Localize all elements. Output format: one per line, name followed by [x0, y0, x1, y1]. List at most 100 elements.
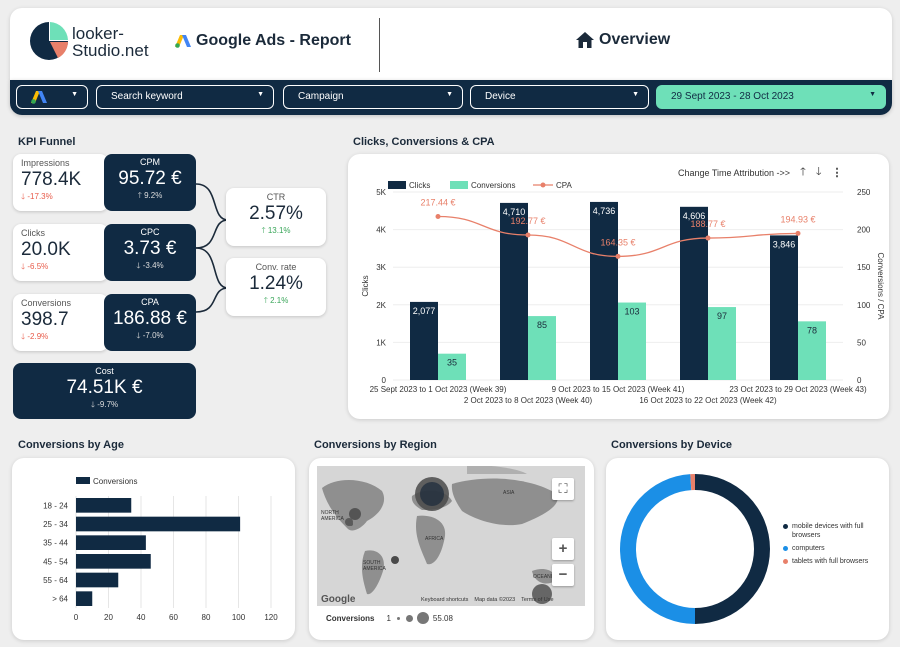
y-tick-age: 18 - 24 — [43, 501, 68, 510]
kpi-label: CPM — [140, 157, 160, 167]
map-label-africa: AFRICA — [425, 536, 444, 542]
y-tick-left: 5K — [376, 188, 386, 197]
bar-label-conversions: 97 — [717, 311, 727, 321]
map-legend-min: 1 — [386, 613, 391, 623]
kpi-delta: 🡓 -3.4% — [136, 261, 164, 270]
account-filter[interactable]: ▼ — [16, 85, 88, 109]
y-axis-title-left: Clicks — [361, 275, 370, 296]
google-ads-icon — [175, 35, 191, 48]
bar-label-conversions: 103 — [624, 307, 639, 317]
kpi-label: CPC — [140, 227, 160, 237]
bar-conversions — [798, 321, 826, 380]
legend-dot-small — [396, 616, 400, 620]
cpa-label: 164.35 € — [600, 237, 635, 247]
age-chart-card: Conversions 0 20 40 60 80 100 120 18 - 24 25 - 34… — [12, 458, 295, 640]
legend-label: computers — [792, 545, 825, 552]
zoom-in-button[interactable]: + — [552, 538, 574, 560]
date-range-picker[interactable]: 29 Sept 2023 - 28 Oct 2023 ▼ — [656, 85, 886, 109]
age-chart-title: Conversions by Age — [18, 439, 124, 451]
device-filter[interactable]: Device ▼ — [470, 85, 649, 109]
legend-item-computers: computers — [783, 544, 883, 553]
clicks-chart-card: Change Time Attribution ->> 🡑 🡓 ⋮ 5K 250 4… — [348, 154, 889, 419]
y-tick-right: 200 — [857, 226, 871, 235]
kpi-label: Clicks — [21, 228, 45, 238]
world-map[interactable]: NORTH AMERICA ASIA AFRICA SOUTH AMERICA … — [317, 466, 585, 606]
keyword-filter[interactable]: Search keyword ▼ — [96, 85, 274, 109]
legend-label-clicks: Clicks — [409, 181, 430, 190]
attribution-toolbar: Change Time Attribution ->> 🡑 🡓 ⋮ — [678, 163, 843, 182]
donut-slice — [690, 474, 695, 491]
header-bar: looker- Studio.net Google Ads - Report O… — [10, 8, 892, 80]
y-tick-right: 50 — [857, 338, 866, 347]
kpi-conversions: Conversions 398.7 🡓 -2.9% — [13, 294, 108, 351]
kpi-value: 20.0K — [21, 239, 71, 260]
x-tick-label: 25 Sept 2023 to 1 Oct 2023 (Week 39) — [370, 385, 507, 394]
device-donut-svg — [620, 474, 770, 624]
terms-link[interactable]: Terms of Use — [521, 597, 554, 603]
google-map-logo: Google — [321, 594, 356, 605]
kpi-value: 1.24% — [249, 273, 303, 294]
clicks-chart-title: Clicks, Conversions & CPA — [353, 136, 495, 148]
y-tick-right: 0 — [857, 376, 862, 385]
campaign-filter[interactable]: Campaign ▼ — [283, 85, 463, 109]
report-title: Google Ads - Report — [196, 32, 351, 49]
kpi-label: Cost — [95, 366, 114, 376]
kpi-label: Conversions — [21, 298, 72, 308]
kpi-delta: 🡑 9.2% — [137, 191, 163, 200]
legend-swatch — [783, 524, 788, 529]
chevron-down-icon: ▼ — [869, 91, 876, 98]
kpi-label: Impressions — [21, 158, 70, 168]
legend-label: mobile devices with full browsers — [792, 523, 864, 539]
x-tick: 40 — [137, 613, 146, 622]
fullscreen-button[interactable]: ⛶ — [552, 478, 574, 500]
bar-label-clicks: 4,736 — [593, 206, 616, 216]
bar-label-clicks: 4,606 — [683, 211, 706, 221]
bar-clicks — [680, 206, 708, 380]
kpi-value: 186.88 € — [113, 308, 187, 329]
region-map-title: Conversions by Region — [314, 439, 437, 451]
legend-dot-large — [416, 612, 429, 624]
arrow-up-icon[interactable]: 🡑 — [800, 166, 806, 178]
y-tick-left: 1K — [376, 338, 386, 347]
arrow-down-icon[interactable]: 🡓 — [815, 166, 822, 178]
y-tick-age: 45 - 54 — [43, 557, 68, 566]
zoom-out-button[interactable]: − — [552, 564, 574, 586]
legend-swatch-age — [76, 477, 90, 484]
map-legend: Conversions 1 55.08 — [326, 612, 453, 624]
keyboard-shortcuts-link[interactable]: Keyboard shortcuts — [421, 597, 469, 603]
bar-clicks — [500, 202, 528, 380]
bar-age — [76, 572, 119, 588]
kpi-label: Conv. rate — [255, 262, 297, 272]
cpa-label: 194.93 € — [780, 214, 815, 224]
y-tick-left: 0 — [382, 376, 387, 385]
kpi-label: CPA — [141, 297, 159, 307]
legend-swatch-clicks — [388, 181, 406, 189]
chevron-down-icon: ▼ — [632, 91, 639, 98]
legend-swatch — [783, 559, 788, 564]
kpi-value: 74.51K € — [66, 377, 143, 398]
x-tick-label: 2 Oct 2023 to 8 Oct 2023 (Week 40) — [464, 396, 593, 405]
logo[interactable]: looker- Studio.net — [26, 18, 156, 72]
map-data-text: Map data ©2023 — [474, 597, 516, 603]
change-attribution-label[interactable]: Change Time Attribution ->> — [678, 167, 791, 178]
more-options-icon[interactable]: ⋮ — [831, 167, 843, 179]
kpi-cpc: CPC 3.73 € 🡓 -3.4% — [104, 224, 196, 281]
kpi-delta: 🡑 13.1% — [261, 226, 291, 235]
google-ads-icon — [31, 91, 47, 104]
page-title-wrap: Overview — [575, 31, 670, 49]
logo-icon — [30, 22, 68, 60]
map-label-north-america: NORTH — [321, 510, 339, 516]
header-divider — [379, 18, 380, 72]
cpa-point — [795, 230, 801, 236]
chevron-down-icon: ▼ — [71, 91, 78, 98]
bar-age — [76, 591, 93, 606]
device-legend: mobile devices with full browsers comput… — [783, 522, 883, 566]
bar-conversions — [438, 353, 466, 380]
donut-slice — [620, 474, 695, 624]
kpi-delta: 🡑 2.1% — [263, 296, 289, 305]
bar-age — [76, 535, 146, 550]
device-chart-title: Conversions by Device — [611, 439, 733, 451]
legend-item-tablets: tablets with full browsers — [783, 557, 883, 566]
bar-label-clicks: 4,710 — [503, 207, 526, 217]
legend-item-mobile: mobile devices with full browsers — [783, 522, 883, 540]
